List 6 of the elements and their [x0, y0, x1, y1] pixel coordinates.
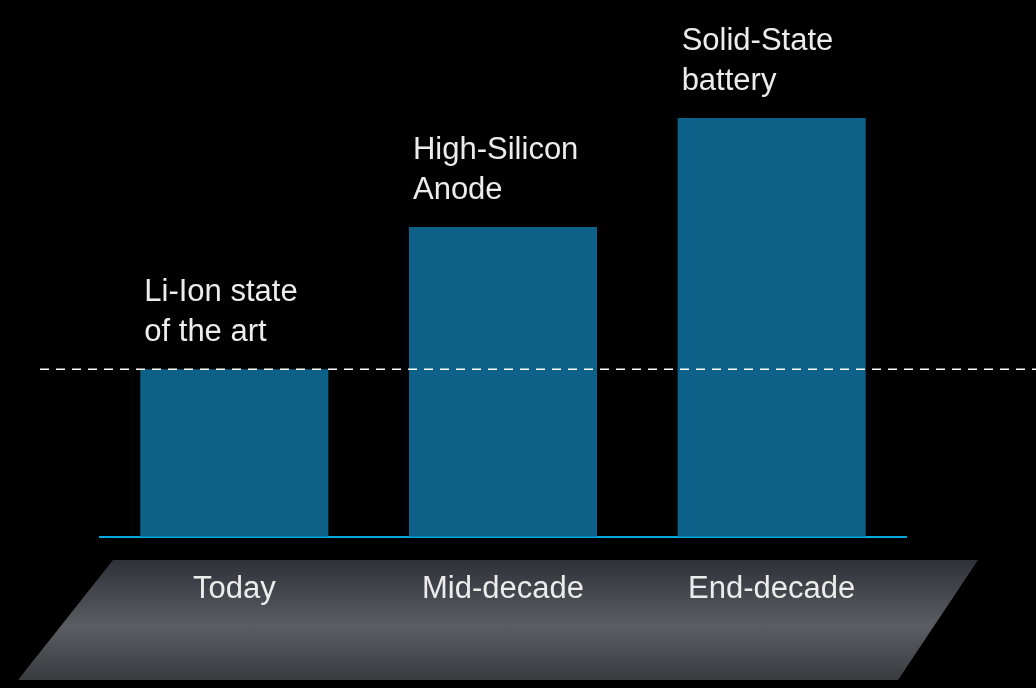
annotation: Solid-State battery: [681, 22, 834, 97]
annotation: High-Silicon Anode: [412, 130, 579, 206]
annotation: Li-Ion state of the art: [144, 273, 298, 349]
x-tick-label: End-decade: [688, 569, 856, 605]
x-tick-label: Mid-decade: [422, 569, 584, 605]
x-tick-label: Today: [192, 569, 277, 605]
